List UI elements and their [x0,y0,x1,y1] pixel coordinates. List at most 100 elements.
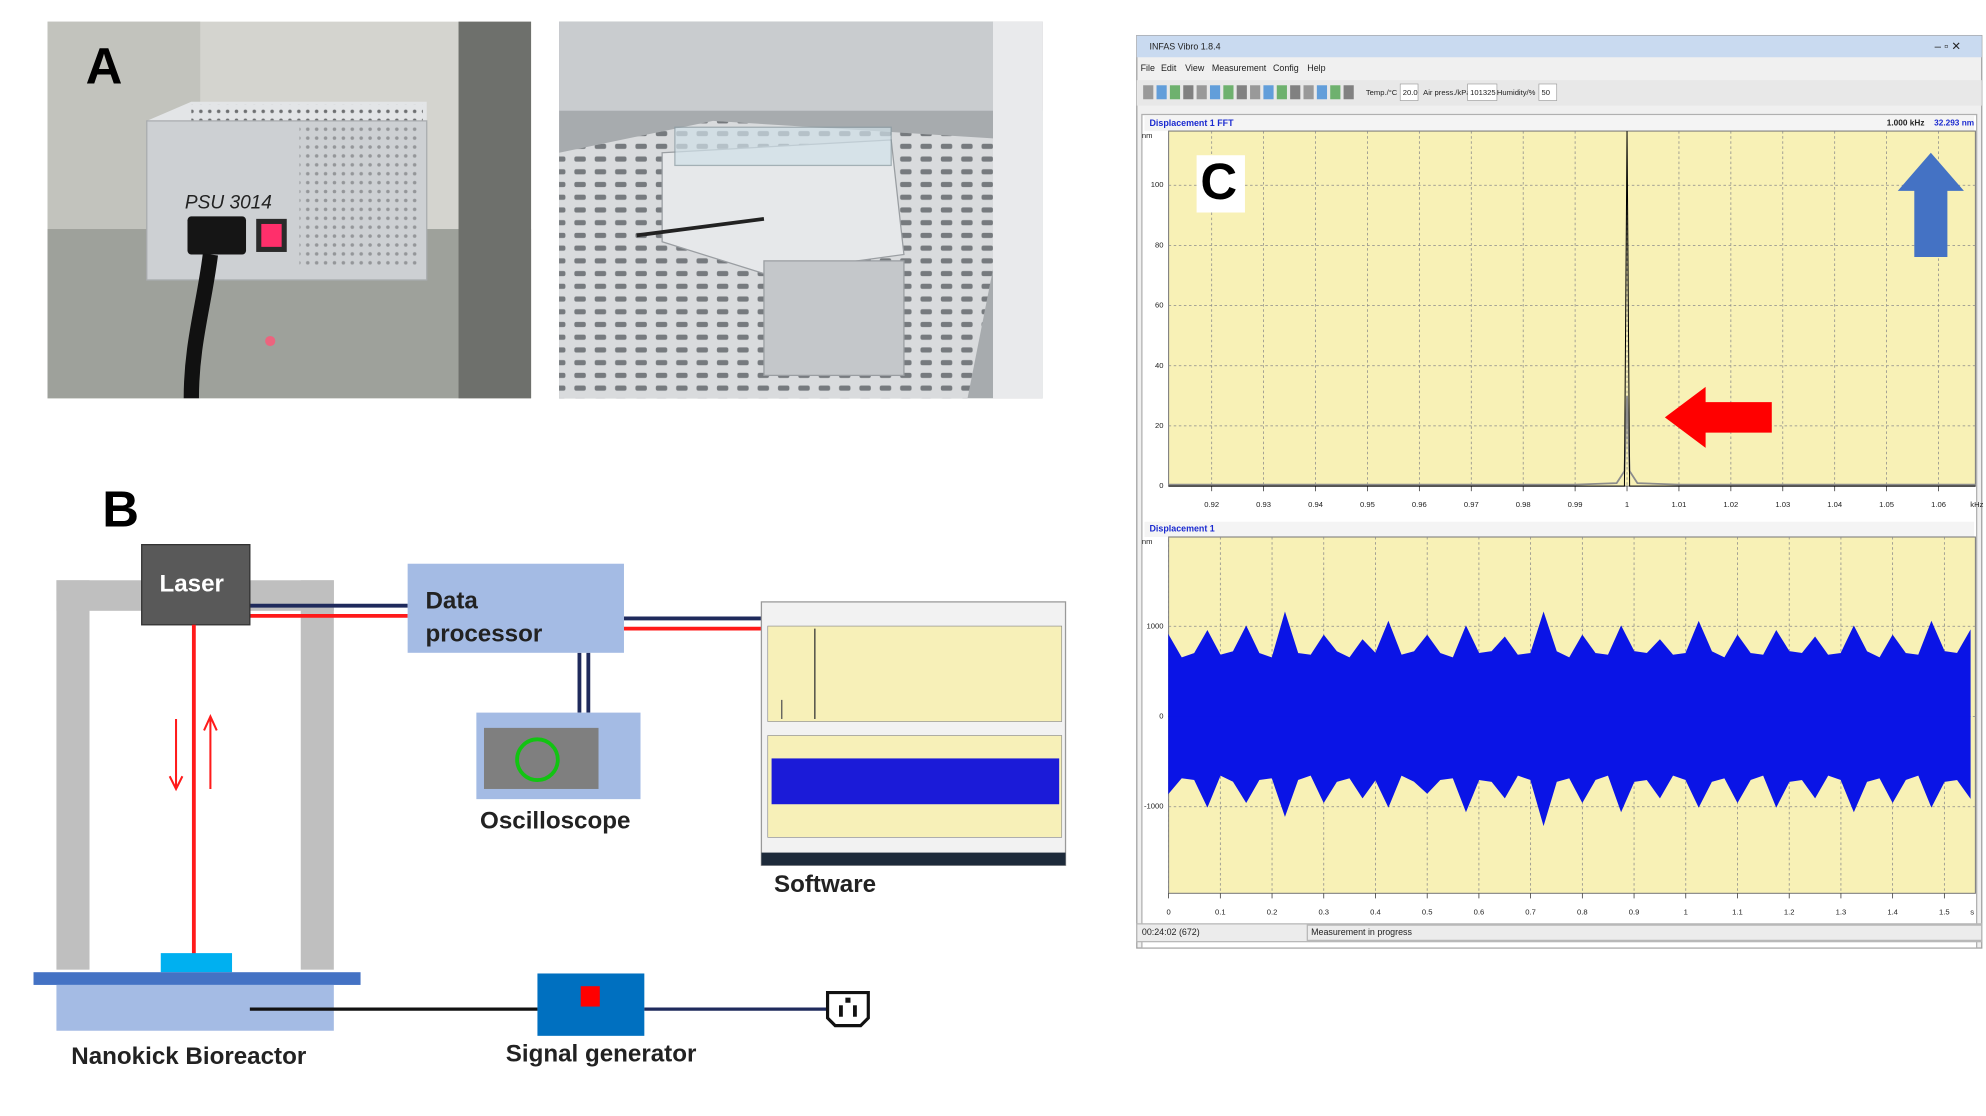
status-text: 00:24:02 (672) [1142,927,1200,937]
menu-item: Help [1307,63,1325,73]
x-tick-label: 1.02 [1723,500,1738,509]
toolbar-icon [1303,85,1314,100]
toolbar-icon [1276,85,1287,100]
toolbar-icon [1316,85,1328,100]
toolbar-label: Temp./°C [1366,88,1398,97]
y-tick-label: -1000 [1144,802,1164,811]
x-tick-label: 1.04 [1827,500,1843,509]
y-axis-label: nm [1142,131,1153,140]
toolbar-icon [1330,85,1341,100]
menu-item: File [1141,63,1155,73]
toolbar-icon [1156,85,1167,100]
x-tick-label: 0.1 [1215,907,1226,916]
x-axis-label: kHz [1970,500,1983,509]
x-tick-label: 1.06 [1931,500,1946,509]
toolbar-icon [1209,85,1221,100]
panel-label: B [102,480,139,537]
data-area [1168,716,1971,827]
x-tick-label: 1.03 [1775,500,1790,509]
toolbar-label: Air press./kPa [1423,88,1471,97]
x-tick-label: 0.93 [1256,500,1271,509]
toolbar-field [1538,83,1558,101]
software-label: Software [774,871,876,898]
toolbar-field [1467,83,1498,101]
x-axis-label: s [1970,907,1974,916]
y-tick-label: 20 [1155,421,1163,430]
arrow-up [1897,152,1964,258]
diagram: Laser Data processor Oscilloscope Softwa… [33,544,1067,1070]
photo-incubator [559,21,1043,399]
x-tick-label: 1.5 [1939,907,1950,916]
y-tick-label: 1000 [1147,621,1164,630]
window-controls: – ▫ ✕ [1935,41,1961,53]
software-thumbnail [760,601,1067,866]
data-area [1168,611,1971,717]
readout-value: 32.293 nm [1934,119,1974,128]
y-tick-label: 40 [1155,361,1163,370]
x-tick-label: 0.7 [1525,907,1536,916]
laser-label: Laser [159,571,224,598]
menu-item: View [1185,63,1205,73]
toolbar-icon [1343,85,1354,100]
panel-label-bg [1196,155,1245,213]
menu-item: Config [1273,63,1299,73]
menu-item: Measurement [1212,63,1267,73]
toolbar-icon [1223,85,1234,100]
toolbar-icon [1196,85,1207,100]
toolbar-icon [1143,85,1154,100]
toolbar-icon [1183,85,1194,100]
x-tick-label: 0.4 [1370,907,1381,916]
status-text: Measurement in progress [1311,927,1412,937]
x-tick-label: 1.3 [1836,907,1847,916]
y-tick-label: 0 [1159,481,1163,490]
menu-item: Edit [1161,63,1177,73]
psu-label: PSU 3014 [185,193,272,214]
x-tick-label: 0 [1166,907,1170,916]
y-axis-label: nm [1142,537,1153,546]
y-tick-label: 60 [1155,301,1163,310]
y-tick-label: 100 [1151,180,1164,189]
x-tick-label: 1.2 [1784,907,1795,916]
toolbar-icon [1250,85,1261,100]
x-tick-label: 0.8 [1577,907,1588,916]
x-tick-label: 0.6 [1474,907,1485,916]
toolbar-icon [1263,85,1274,100]
x-tick-label: 0.2 [1267,907,1278,916]
bioreactor-label: Nanokick Bioreactor [71,1043,307,1070]
x-tick-label: 1.4 [1887,907,1898,916]
x-tick-label: 1 [1625,500,1629,509]
chart-title: Displacement 1 FFT [1150,118,1235,128]
y-tick-label: 80 [1155,240,1163,249]
readout: 1.000 kHz [1887,119,1925,128]
x-tick-label: 0.9 [1629,907,1640,916]
window-title: INFAS Vibro 1.8.4 [1150,41,1221,51]
x-tick-label: 0.95 [1360,500,1375,509]
panel-header [1144,115,1975,132]
toolbar-label: Humidity/% [1497,88,1536,97]
oscilloscope-label: Oscilloscope [480,807,630,834]
processor-label: Data [425,587,478,614]
x-tick-label: 1.01 [1672,500,1687,509]
panel-header [1144,521,1975,538]
toolbar-icon [1169,85,1181,100]
signal-generator-label: Signal generator [506,1040,697,1067]
x-tick-label: 0.92 [1204,500,1219,509]
panel-label: C [1200,153,1237,210]
data-line [1168,131,1976,487]
x-tick-label: 1.05 [1879,500,1894,509]
x-tick-label: 0.3 [1318,907,1329,916]
panel-label: A [86,37,123,94]
x-tick-label: 0.5 [1422,907,1433,916]
processor-label: processor [425,620,542,647]
toolbar-value: 20.0 [1403,88,1418,97]
x-tick-label: 0.97 [1464,500,1479,509]
toolbar-field [1399,83,1419,101]
x-tick-label: 0.96 [1412,500,1427,509]
photo-psu: PSU 3014 [47,21,532,399]
data-line [1168,395,1976,486]
chart-title: Displacement 1 [1150,524,1215,534]
x-tick-label: 1 [1684,907,1688,916]
toolbar-icon [1236,85,1247,100]
x-tick-label: 0.98 [1516,500,1531,509]
